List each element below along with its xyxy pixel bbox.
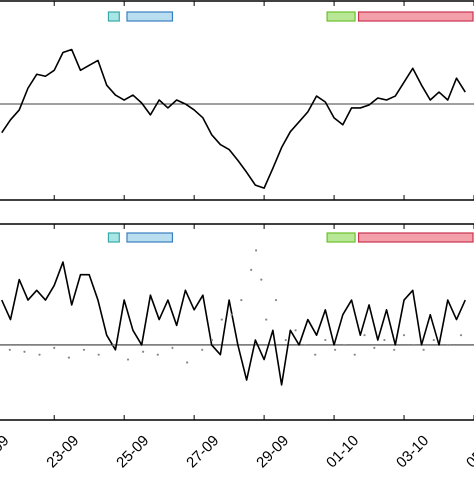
scatter-point [284,338,287,342]
scatter-point [274,298,278,302]
scatter-point [432,338,435,342]
scatter-point [186,361,189,364]
data-line [1,48,466,189]
scatter-point [353,353,356,356]
x-tick-label: 23-09 [43,432,82,471]
scatter-point [156,353,159,356]
scatter-point [383,338,386,342]
scatter-point [343,343,347,347]
scatter-point [126,358,130,361]
x-tick-label: 03-10 [393,432,432,471]
x-tick-label: 29-09 [253,432,292,471]
x-tick-label: 27-09 [183,432,222,471]
scatter-point [97,353,100,356]
scatter-point [314,353,317,356]
scatter-point [67,356,71,359]
scatter-point [363,334,366,337]
scatter-point [324,338,327,342]
period-bar [326,232,356,243]
scatter-point [23,350,26,353]
scatter-point [250,268,253,271]
scatter-point [265,318,268,321]
x-tick-label: 21-09 [0,432,12,471]
period-bar [357,232,474,243]
scatter-point [402,334,406,337]
scatter-point [201,348,204,351]
x-tick-label: 01-10 [323,432,362,471]
scatter-point [260,278,263,281]
scatter-point [447,343,450,347]
scatter-point [230,313,233,316]
scatter-point [8,348,11,351]
scatter-point [254,249,258,252]
scatter-point [38,353,41,356]
scatter-point [412,343,415,347]
period-bar [326,11,356,22]
period-bar [107,232,120,243]
scatter-point [334,348,337,351]
scatter-point [459,334,463,337]
scatter-point [294,329,297,332]
x-tick-label: 05-10 [463,432,474,471]
scatter-point [304,343,307,347]
period-bar [357,11,474,22]
scatter-point [112,343,115,347]
scatter-point [393,348,396,351]
scatter-point [220,318,223,321]
scatter-point [53,346,56,349]
scatter-point [82,348,86,351]
period-bar [107,11,120,22]
scatter-point [373,346,376,349]
scatter-point [422,348,425,351]
scatter-point [240,298,243,302]
data-line [1,261,466,386]
period-bar [126,232,174,243]
scatter-point [171,346,174,349]
scatter-point [210,338,214,342]
scatter-point [141,350,145,353]
period-bar [126,11,174,22]
x-tick-label: 25-09 [113,432,152,471]
